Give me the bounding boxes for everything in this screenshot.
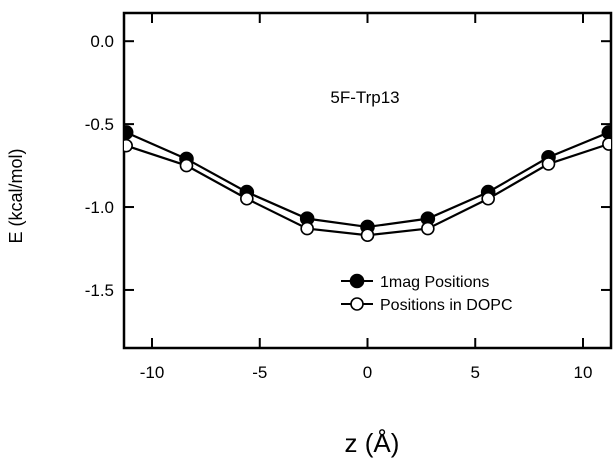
open-point [360, 228, 375, 243]
open-point [240, 191, 254, 206]
x-tick-label: 10 [574, 363, 593, 382]
open-point [300, 221, 314, 236]
legend-label: 1mag Positions [380, 274, 489, 291]
series-2 [124, 137, 611, 243]
series-layer [124, 125, 611, 243]
open-point [421, 221, 435, 236]
legend-label: Positions in DOPC [380, 297, 513, 314]
x-tick-label: -10 [140, 363, 165, 382]
y-tick-label: -1.0 [85, 198, 114, 217]
x-tick-label: -5 [252, 363, 267, 382]
open-point [481, 191, 495, 206]
legend-marker [349, 273, 365, 289]
series-line [125, 131, 610, 229]
x-axis-label: z (Å) [345, 428, 400, 458]
open-point [541, 157, 556, 171]
x-axis: -10 -5 0 5 10 [140, 13, 593, 382]
legend: 1mag Positions Positions in DOPC [341, 273, 513, 314]
x-tick-label: 0 [363, 363, 372, 382]
legend-item: 1mag Positions [341, 273, 489, 291]
y-tick-label: 0.0 [90, 32, 114, 51]
plot-frame [122, 11, 613, 350]
open-point [124, 138, 133, 153]
plot-border [122, 11, 613, 350]
y-tick-label: -0.5 [85, 115, 114, 134]
y-axis: 0.0 -0.5 -1.0 -1.5 [85, 32, 611, 300]
open-point [602, 137, 611, 151]
series-1 [124, 125, 611, 235]
x-tick-label: 5 [471, 363, 480, 382]
filled-point [124, 125, 134, 140]
legend-item: Positions in DOPC [341, 297, 513, 314]
chart-annotation: 5F-Trp13 [330, 88, 399, 107]
y-tick-label: -1.5 [85, 281, 114, 300]
y-axis-label: E (kcal/mol) [6, 148, 26, 243]
legend-marker [350, 297, 364, 311]
open-point [179, 158, 194, 173]
